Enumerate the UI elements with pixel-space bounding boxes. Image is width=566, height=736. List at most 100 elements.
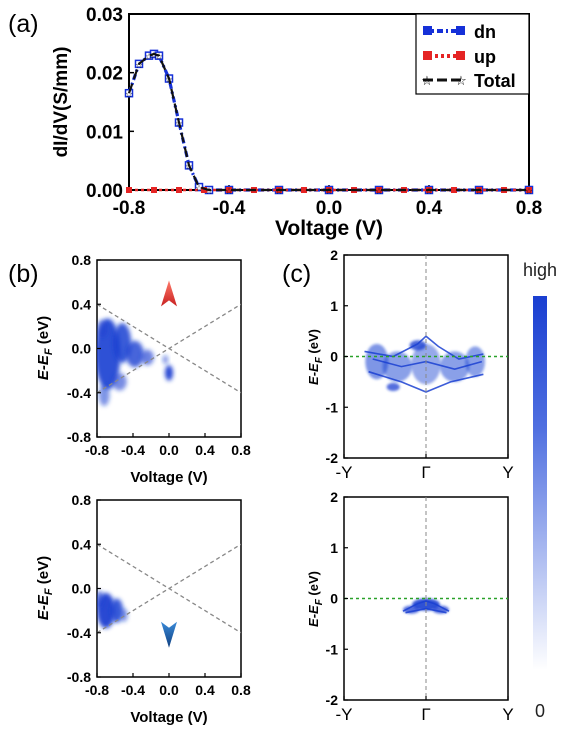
chart-b-bottom-y-tick-label: 0.4	[72, 536, 92, 552]
chart-a-point-Total: ☆	[145, 52, 153, 62]
chart-a-point-up	[526, 187, 532, 193]
chart-b-top-ylabel-sub: F	[43, 348, 55, 355]
chart-b-bottom-y-tick-label: -0.8	[67, 669, 91, 685]
chart-a-point-Total: ☆	[125, 89, 133, 99]
chart-a-ylabel: dI/dV(S/mm)	[51, 47, 72, 158]
chart-b-top-density-blob	[98, 383, 110, 407]
chart-b-top-y-tick-label: -0.8	[67, 429, 91, 445]
chart-c-bottom-y-tick-label: 2	[330, 489, 338, 505]
legend-up-marker-right	[456, 51, 465, 60]
chart-b-top-y-ticks: -0.8 -0.4 0.0 0.4 0.8	[67, 252, 101, 445]
chart-b-top-guide-line	[97, 303, 241, 394]
chart-b-bottom-content	[97, 543, 241, 648]
chart-b-top-x-tick-label: -0.8	[85, 442, 109, 458]
chart-b-bottom-x-tick-label: -0.4	[121, 682, 145, 698]
chart-a-point-Total: ☆	[195, 183, 203, 193]
chart-b-top-spin-arrow-icon	[161, 280, 177, 307]
chart-c-bottom-x-tick-label: Y	[502, 705, 513, 724]
chart-b-bottom-density-blob	[120, 608, 128, 622]
chart-b-top-ylabel-main: E-E	[35, 354, 52, 380]
legend-entry-total: ☆ ☆ Total	[421, 71, 516, 91]
chart-c-top-x-ticks: -Y Γ Y	[336, 454, 514, 482]
legend-dn-marker-right	[456, 26, 465, 35]
chart-b-top-density-blob	[141, 349, 154, 366]
chart-a-x-tick-label: -0.8	[113, 198, 146, 219]
chart-a-xlabel: Voltage (V)	[275, 217, 383, 240]
chart-b-bottom-density-blob	[97, 590, 104, 609]
chart-c-bottom-x-tick-label: -Y	[336, 705, 353, 724]
chart-b-top-density-blob	[97, 319, 108, 338]
chart-c-top-ylabel-sub: F	[314, 356, 325, 363]
chart-b-bottom-ylabel-main: E-E	[35, 594, 52, 620]
chart-b-top-density-blob	[162, 355, 169, 364]
chart-c-bottom-band-line	[402, 600, 450, 612]
chart-b-bottom-ylabel-sub: F	[43, 588, 55, 595]
chart-c-top-spectral-blob	[386, 382, 400, 392]
chart-c-bottom-ylabel-unit: (eV)	[306, 571, 321, 599]
chart-c-bottom-y-tick-label: 0	[330, 591, 338, 607]
chart-b-top-x-tick-label: -0.4	[121, 442, 145, 458]
legend-total-marker-left: ☆	[421, 73, 433, 88]
chart-a-x-tick-label: 0.8	[516, 198, 542, 219]
chart-a-point-Total: ☆	[375, 186, 383, 196]
chart-a-point-Total: ☆	[150, 50, 158, 60]
legend-entry-dn: dn	[423, 22, 496, 42]
chart-c-top-x-tick-label: Γ	[421, 463, 430, 482]
chart-b-bottom-guide-line	[97, 543, 241, 634]
chart-b-top-ylabel: E-EF (eV)	[35, 316, 55, 380]
colorbar-min-label: 0	[535, 701, 545, 721]
chart-b-top-density-blob	[164, 365, 174, 381]
chart-c-top-y-tick-label: 1	[330, 298, 338, 314]
chart-b-bottom-y-ticks: -0.8 -0.4 0.0 0.4 0.8	[67, 492, 101, 685]
chart-b-top-y-tick-label: -0.4	[67, 385, 91, 401]
chart-a-point-up	[176, 187, 182, 193]
chart-b-bottom: -0.8 -0.4 0.0 0.4 0.8 -0.8 -0.4 0.0 0.4 0.8 Volt…	[35, 492, 251, 726]
legend-dn-marker-left	[423, 26, 432, 35]
chart-b-bottom-spin-arrow-icon	[161, 621, 177, 648]
chart-c-top-x-tick-label: -Y	[336, 463, 353, 482]
chart-c-bottom-ylabel-main: E-E	[306, 605, 321, 627]
legend-total-label: Total	[474, 71, 516, 91]
chart-c-top-y-tick-label: 0	[330, 349, 338, 365]
chart-a-point-Total: ☆	[425, 186, 433, 196]
chart-c-top-y-tick-label: 2	[330, 247, 338, 263]
chart-a-point-Total: ☆	[205, 186, 213, 196]
chart-b-bottom-y-tick-label: 0.0	[72, 581, 92, 597]
chart-c-bottom-y-tick-label: 1	[330, 540, 338, 556]
chart-b-top: -0.8 -0.4 0.0 0.4 0.8 -0.8 -0.4 0.0 0.4 0.8 Volt…	[35, 252, 251, 486]
chart-b-bottom-x-ticks: -0.8 -0.4 0.0 0.4 0.8	[85, 673, 251, 698]
chart-b-bottom-x-tick-label: 0.4	[195, 682, 215, 698]
chart-b-bottom-ylabel: E-EF (eV)	[35, 556, 55, 620]
chart-b-top-x-tick-label: 0.8	[231, 442, 251, 458]
chart-a-x-tick-label: 0.4	[416, 198, 443, 219]
chart-b-top-content	[97, 280, 241, 407]
chart-a-y-tick-label: 0.00	[86, 181, 123, 202]
chart-b-top-x-tick-label: 0.4	[195, 442, 215, 458]
legend-dn-label: dn	[474, 22, 496, 42]
chart-a-point-up	[451, 187, 457, 193]
chart-b-top-xlabel: Voltage (V)	[130, 469, 207, 486]
chart-c-top-spectral-blob	[465, 346, 486, 377]
chart-c-top-ylabel: E-EF (eV)	[306, 329, 325, 385]
colorbar-gradient	[533, 296, 547, 670]
panel-label-a: (a)	[8, 10, 39, 38]
chart-b-top-x-ticks: -0.8 -0.4 0.0 0.4 0.8	[85, 433, 251, 458]
chart-a-point-up	[126, 187, 132, 193]
chart-c-top-spectral-blob	[382, 351, 413, 382]
chart-c-bottom-content	[344, 497, 508, 700]
chart-a-x-tick-label: -0.4	[213, 198, 246, 219]
chart-b-bottom-y-tick-label: -0.4	[67, 625, 91, 641]
chart-c-bottom-ylabel-sub: F	[314, 598, 325, 605]
chart-c-top-content	[344, 255, 508, 458]
chart-a-point-up	[376, 187, 382, 193]
chart-a-y-ticks: 0.00 0.01 0.02 0.03	[86, 5, 134, 202]
chart-a-point-Total: ☆	[135, 60, 143, 70]
chart-b-bottom-x-tick-label: 0.8	[231, 682, 251, 698]
chart-a-point-up	[301, 187, 307, 193]
chart-b-bottom-y-tick-label: 0.8	[72, 492, 92, 508]
chart-c-bottom-ylabel: E-EF (eV)	[306, 571, 325, 627]
chart-b-bottom-xlabel: Voltage (V)	[130, 709, 207, 726]
chart-c-top-ylabel-main: E-E	[306, 363, 321, 385]
chart-a-point-Total: ☆	[185, 161, 193, 171]
